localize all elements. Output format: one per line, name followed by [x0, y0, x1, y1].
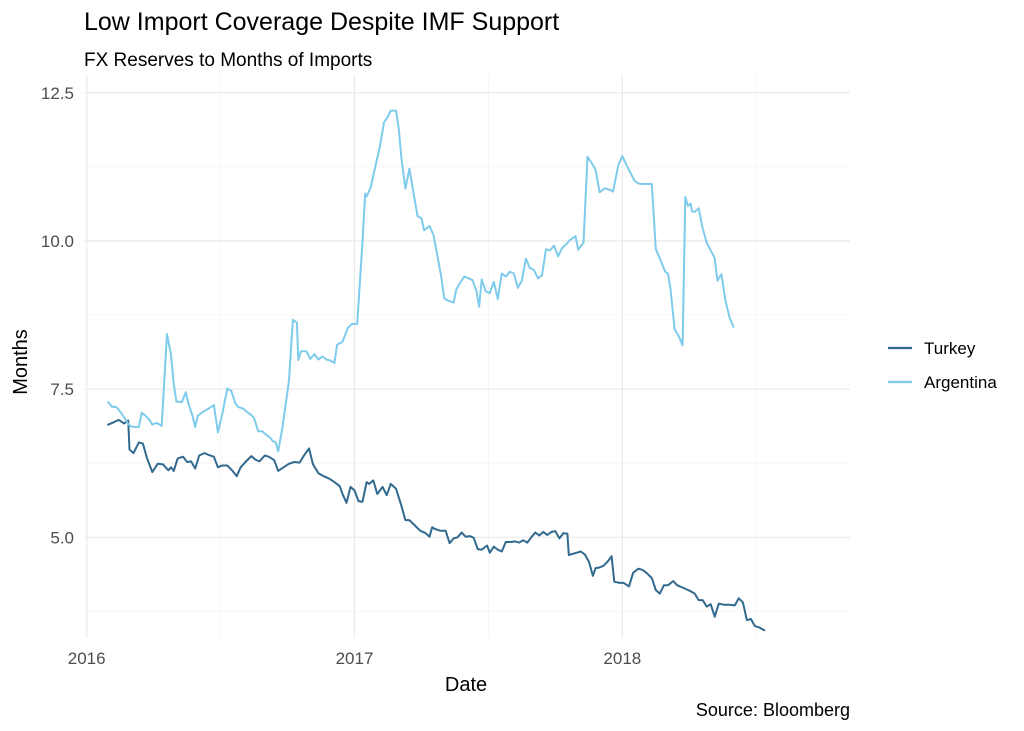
x-axis-ticks: 2016 2017 2018: [68, 649, 641, 668]
chart-title: Low Import Coverage Despite IMF Support: [84, 8, 559, 36]
legend: Turkey Argentina: [888, 339, 997, 392]
y-tick-label: 10.0: [41, 232, 74, 251]
x-tick-label: 2017: [336, 649, 374, 668]
y-axis-ticks: 5.0 7.5 10.0 12.5: [41, 84, 74, 547]
series-lines: [107, 109, 766, 632]
series-line-argentina: [107, 109, 735, 453]
source-caption: Source: Bloomberg: [696, 700, 850, 720]
chart-subtitle: FX Reserves to Months of Imports: [84, 50, 372, 71]
x-tick-label: 2018: [603, 649, 641, 668]
y-tick-label: 12.5: [41, 84, 74, 103]
plot-grid: [84, 75, 850, 638]
y-tick-label: 5.0: [50, 528, 74, 547]
x-tick-label: 2016: [68, 649, 106, 668]
y-axis-title: Months: [10, 329, 32, 395]
x-axis-title: Date: [445, 674, 487, 696]
series-line-turkey: [107, 418, 766, 632]
legend-label-argentina: Argentina: [924, 373, 997, 392]
legend-label-turkey: Turkey: [924, 339, 976, 358]
y-tick-label: 7.5: [50, 380, 74, 399]
